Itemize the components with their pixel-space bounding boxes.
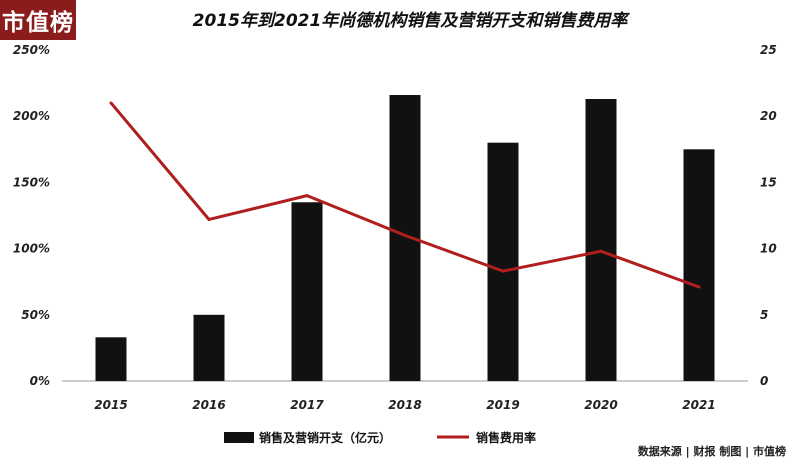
left-tick-label: 100% [13,242,50,256]
left-tick-label: 200% [13,109,50,123]
left-tick-label: 250% [13,43,50,57]
bar [487,142,519,381]
bar [683,149,715,381]
x-tick-label: 2019 [486,398,519,412]
right-axis: 0 5 10 15 20 25 [760,43,777,388]
legend-bar-swatch [224,432,254,443]
line-point [403,233,407,237]
line-point [305,194,309,198]
legend-line-label: 销售费用率 [476,430,536,445]
line-point [207,217,211,221]
line-point [501,269,505,273]
left-tick-label: 0% [30,374,50,388]
right-tick-label: 25 [760,43,777,57]
left-tick-label: 150% [13,175,50,189]
left-axis: 0% 50% 100% 150% 200% 250% [13,43,50,388]
bar [193,314,225,381]
legend: 销售及营销开支（亿元） 销售费用率 [224,430,536,445]
source-note: 数据来源 | 财报 制图 | 市值榜 [637,445,786,458]
x-tick-label: 2016 [192,398,225,412]
x-tick-label: 2020 [584,398,617,412]
line-series [109,101,701,289]
line-point [599,249,603,253]
x-tick-label: 2017 [290,398,324,412]
x-tick-label: 2015 [94,398,127,412]
right-tick-label: 10 [760,242,777,256]
legend-bar-label: 销售及营销开支（亿元） [259,430,391,445]
x-tick-label: 2018 [388,398,421,412]
right-tick-label: 5 [760,308,768,322]
x-axis-labels: 2015 2016 2017 2018 2019 2020 2021 [94,398,715,412]
bar [291,202,323,381]
bar-series [95,95,715,382]
brand-logo: 市值榜 [0,0,76,40]
line-point [109,101,113,105]
right-tick-label: 20 [760,109,777,123]
chart-title: 2015年到2021年尚德机构销售及营销开支和销售费用率 [192,11,628,31]
left-tick-label: 50% [21,308,50,322]
bar [585,98,617,381]
x-tick-label: 2021 [682,398,715,412]
right-tick-label: 15 [760,175,777,189]
line-point [697,285,701,289]
bar [95,337,127,381]
right-tick-label: 0 [760,374,768,388]
